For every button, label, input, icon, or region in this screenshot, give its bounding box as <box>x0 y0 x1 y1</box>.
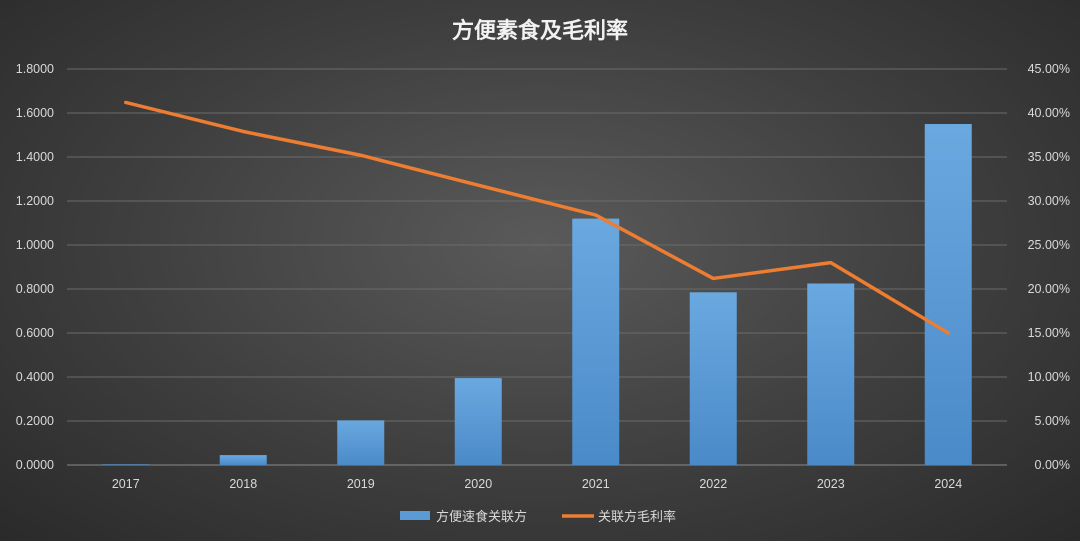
y-left-tick-label: 0.4000 <box>16 370 54 384</box>
y-left-tick-label: 1.6000 <box>16 106 54 120</box>
x-tick-label: 2020 <box>464 477 492 491</box>
y-left-tick-label: 1.2000 <box>16 194 54 208</box>
x-tick-label: 2019 <box>347 477 375 491</box>
y-right-tick-label: 40.00% <box>1028 106 1070 120</box>
bar-2023 <box>807 283 855 465</box>
bar-2024 <box>924 124 972 465</box>
y-right-tick-label: 35.00% <box>1028 150 1070 164</box>
bar-2019 <box>337 420 385 465</box>
bar-2021 <box>572 218 620 465</box>
x-tick-label: 2023 <box>817 477 845 491</box>
x-tick-label: 2024 <box>934 477 962 491</box>
x-tick-label: 2022 <box>699 477 727 491</box>
legend-label-line: 关联方毛利率 <box>598 509 676 525</box>
bar-series <box>102 124 972 466</box>
bar-2022 <box>689 292 737 465</box>
y-right-tick-label: 25.00% <box>1028 238 1070 252</box>
legend-swatch-bar <box>400 511 430 520</box>
line-series <box>124 100 950 335</box>
legend: 方便速食关联方 关联方毛利率 <box>400 509 676 525</box>
y-left-tick-label: 0.0000 <box>16 458 54 472</box>
chart-title: 方便素食及毛利率 <box>452 18 628 44</box>
y-right-tick-label: 20.00% <box>1028 282 1070 296</box>
x-tick-label: 2018 <box>229 477 257 491</box>
bar-2017 <box>102 464 150 466</box>
x-tick-label: 2021 <box>582 477 610 491</box>
y-left-tick-label: 0.8000 <box>16 282 54 296</box>
y-left-tick-label: 1.0000 <box>16 238 54 252</box>
bar-2020 <box>454 378 502 465</box>
x-tick-label: 2017 <box>112 477 140 491</box>
y-left-tick-label: 1.8000 <box>16 62 54 76</box>
y-right-tick-label: 15.00% <box>1028 326 1070 340</box>
y-right-tick-label: 10.00% <box>1028 370 1070 384</box>
y-left-tick-label: 1.4000 <box>16 150 54 164</box>
y-right-tick-label: 45.00% <box>1028 62 1070 76</box>
y-left-tick-label: 0.6000 <box>16 326 54 340</box>
y-right-tick-label: 0.00% <box>1035 458 1070 472</box>
legend-label-bar: 方便速食关联方 <box>436 509 527 525</box>
y-right-tick-label: 30.00% <box>1028 194 1070 208</box>
gridlines <box>67 68 1007 466</box>
y-right-tick-label: 5.00% <box>1035 414 1070 428</box>
axes: 0.0000 0.00% 0.2000 5.00% 0.4000 10.00% 0.6000… <box>16 62 1070 491</box>
margin-line <box>124 100 950 335</box>
bar-2018 <box>219 455 267 465</box>
y-left-tick-label: 0.2000 <box>16 414 54 428</box>
